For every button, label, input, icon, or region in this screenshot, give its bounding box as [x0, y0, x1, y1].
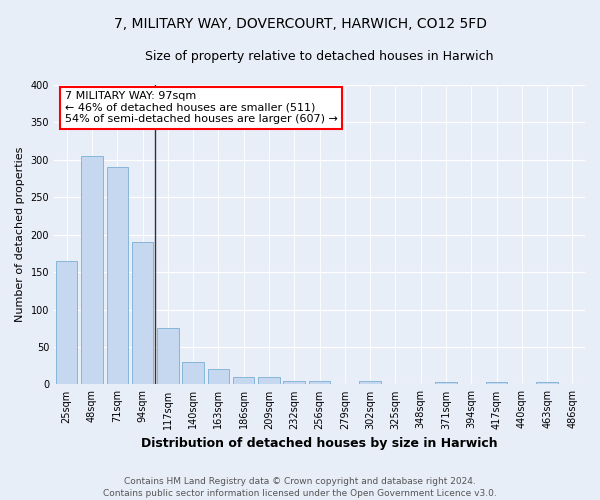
- Bar: [233, 377, 254, 384]
- Bar: [132, 242, 153, 384]
- Bar: [536, 382, 558, 384]
- Bar: [486, 382, 507, 384]
- Bar: [435, 382, 457, 384]
- Bar: [56, 261, 77, 384]
- Title: Size of property relative to detached houses in Harwich: Size of property relative to detached ho…: [145, 50, 494, 63]
- Bar: [208, 370, 229, 384]
- Text: 7, MILITARY WAY, DOVERCOURT, HARWICH, CO12 5FD: 7, MILITARY WAY, DOVERCOURT, HARWICH, CO…: [113, 18, 487, 32]
- Bar: [182, 362, 204, 384]
- Bar: [107, 168, 128, 384]
- Bar: [258, 377, 280, 384]
- Bar: [283, 380, 305, 384]
- Bar: [157, 328, 179, 384]
- Bar: [81, 156, 103, 384]
- Y-axis label: Number of detached properties: Number of detached properties: [15, 147, 25, 322]
- Text: Contains HM Land Registry data © Crown copyright and database right 2024.
Contai: Contains HM Land Registry data © Crown c…: [103, 476, 497, 498]
- X-axis label: Distribution of detached houses by size in Harwich: Distribution of detached houses by size …: [141, 437, 498, 450]
- Bar: [309, 380, 330, 384]
- Bar: [359, 380, 381, 384]
- Text: 7 MILITARY WAY: 97sqm
← 46% of detached houses are smaller (511)
54% of semi-det: 7 MILITARY WAY: 97sqm ← 46% of detached …: [65, 91, 338, 124]
